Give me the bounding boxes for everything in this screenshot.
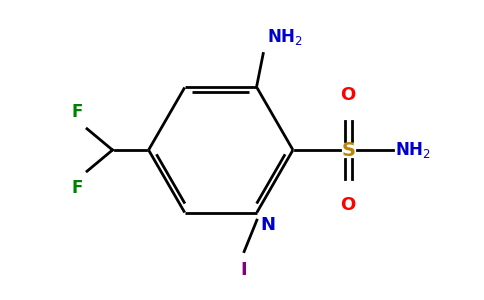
- Text: NH$_2$: NH$_2$: [395, 140, 431, 160]
- Text: F: F: [72, 103, 83, 121]
- Text: S: S: [341, 140, 355, 160]
- Text: NH$_2$: NH$_2$: [268, 27, 303, 47]
- Text: O: O: [341, 196, 356, 214]
- Text: I: I: [241, 261, 247, 279]
- Text: F: F: [72, 179, 83, 197]
- Text: O: O: [341, 86, 356, 104]
- Text: N: N: [260, 216, 275, 234]
